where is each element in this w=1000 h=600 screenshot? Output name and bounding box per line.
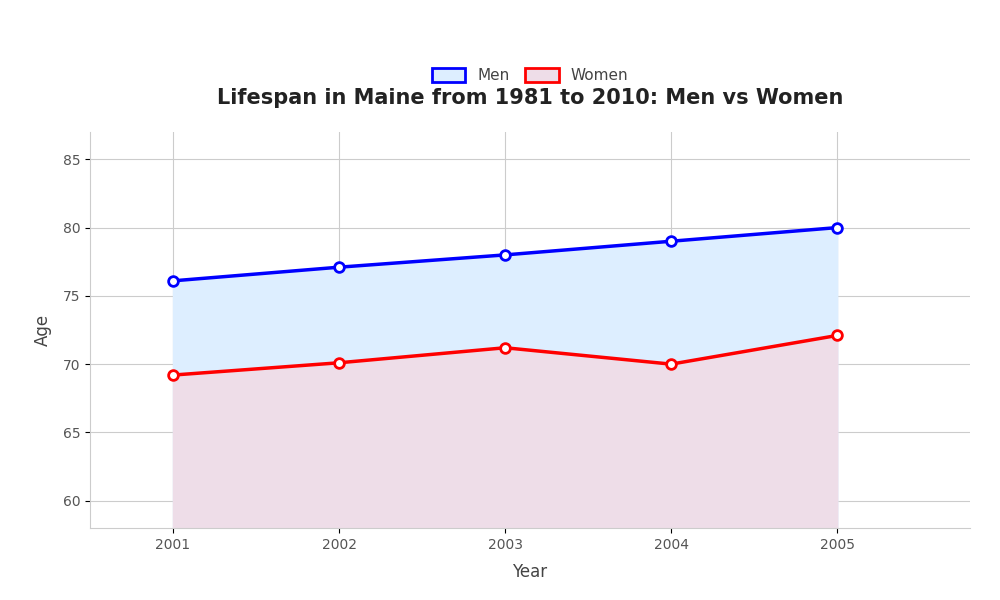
Legend: Men, Women: Men, Women [432,68,628,83]
Y-axis label: Age: Age [34,314,52,346]
Title: Lifespan in Maine from 1981 to 2010: Men vs Women: Lifespan in Maine from 1981 to 2010: Men… [217,88,843,108]
X-axis label: Year: Year [512,563,548,581]
